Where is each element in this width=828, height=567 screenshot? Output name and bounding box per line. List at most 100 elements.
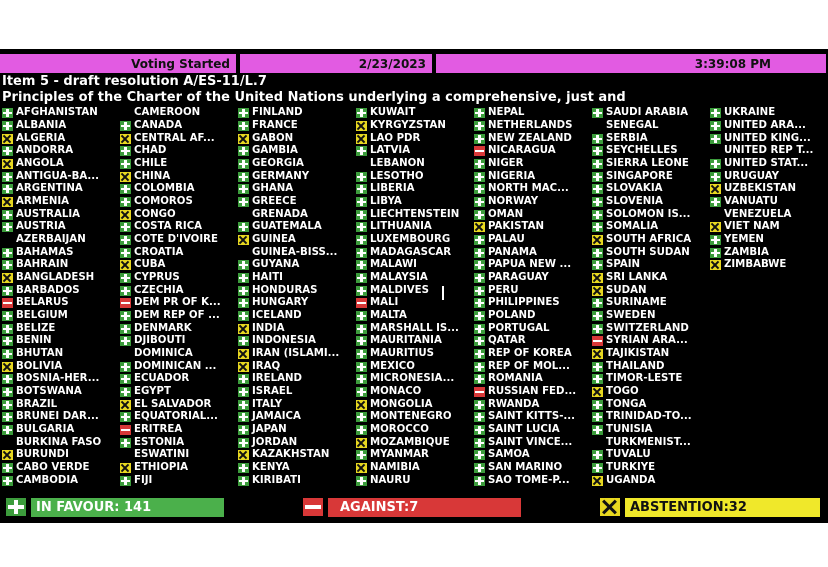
in-favour-icon: [2, 171, 13, 182]
country-name: SOUTH AFRICA: [606, 234, 692, 246]
no-vote-icon: [120, 108, 131, 118]
country-row: LIBYA: [356, 196, 474, 209]
country-name: SOMALIA: [606, 221, 659, 233]
country-row: SENEGAL: [592, 120, 710, 133]
country-name: BURKINA FASO: [16, 436, 102, 448]
country-name: SYRIAN ARA...: [606, 335, 688, 347]
country-row: BOSNIA-HER...: [2, 373, 120, 386]
country-name: BRUNEI DAR...: [16, 411, 99, 423]
in-favour-icon: [2, 247, 13, 258]
country-name: MALI: [370, 297, 399, 309]
in-favour-icon: [238, 146, 249, 157]
in-favour-icon: [2, 463, 13, 474]
in-favour-icon: [2, 108, 13, 119]
country-name: COLOMBIA: [134, 183, 195, 195]
country-name: LATVIA: [370, 145, 411, 157]
country-name: PORTUGAL: [488, 322, 550, 334]
country-row: REP OF MOL...: [474, 360, 592, 373]
in-favour-icon: [2, 121, 13, 131]
country-row: MALAWI: [356, 259, 474, 272]
in-favour-icon: [356, 171, 367, 182]
country-name: UZBEKISTAN: [724, 183, 796, 195]
in-favour-icon: [238, 222, 249, 233]
country-name: CHILE: [134, 158, 168, 170]
country-row: DOMINICA: [120, 348, 238, 361]
country-name: DEM REP OF ...: [134, 310, 220, 322]
country-row: BHUTAN: [2, 348, 120, 361]
country-name: BELGIUM: [16, 310, 68, 322]
country-name: CUBA: [134, 259, 166, 271]
country-row: CANADA: [120, 120, 238, 133]
country-name: BANGLADESH: [16, 272, 95, 284]
in-favour-icon: [120, 387, 131, 398]
country-name: GERMANY: [252, 170, 310, 182]
country-name: ANGOLA: [16, 158, 64, 170]
in-favour-icon: [474, 374, 485, 385]
country-name: UNITED ARA...: [724, 120, 806, 131]
in-favour-icon: [474, 133, 485, 144]
country-row: SAUDI ARABIA: [592, 107, 710, 120]
country-name: COSTA RICA: [134, 221, 203, 233]
no-vote-icon: [238, 248, 249, 258]
country-column: AFGHANISTAN ALBANIA ALGERIA ANDORRA ANGOLA AN…: [2, 107, 120, 487]
no-vote-icon: [2, 235, 13, 245]
in-favour-icon: [120, 285, 131, 296]
country-row: CROATIA: [120, 246, 238, 259]
country-name: MEXICO: [370, 360, 415, 372]
country-name: TONGA: [606, 398, 647, 410]
abstention-icon: [2, 361, 13, 372]
abstention-icon: [356, 463, 367, 474]
item-title: Item 5 - draft resolution A/ES-11/L.7: [2, 74, 267, 89]
country-row: TONGA: [592, 398, 710, 411]
country-name: MOZAMBIQUE: [370, 436, 450, 448]
in-favour-icon: [120, 222, 131, 233]
country-name: REP OF KOREA: [488, 348, 572, 360]
country-row: CYPRUS: [120, 272, 238, 285]
country-row: THAILAND: [592, 360, 710, 373]
country-name: PALAU: [488, 234, 525, 246]
country-row: CABO VERDE: [2, 462, 120, 475]
country-name: MADAGASCAR: [370, 246, 452, 258]
country-row: MOROCCO: [356, 424, 474, 437]
country-name: SENEGAL: [606, 120, 659, 131]
country-name: DJIBOUTI: [134, 335, 186, 347]
in-favour-icon: [592, 222, 603, 233]
in-favour-icon: [238, 336, 249, 347]
in-favour-icon: [474, 247, 485, 258]
against-icon: [592, 336, 603, 347]
country-name: SAUDI ARABIA: [606, 107, 689, 119]
country-row: FRANCE: [238, 120, 356, 133]
country-row: JORDAN: [238, 436, 356, 449]
country-name: KIRIBATI: [252, 474, 301, 486]
country-row: SOUTH SUDAN: [592, 246, 710, 259]
in-favour-icon: [474, 399, 485, 410]
country-row: GUINEA: [238, 234, 356, 247]
country-row: TRINIDAD-TO...: [592, 411, 710, 424]
in-favour-label: IN FAVOUR: 141: [31, 497, 224, 517]
in-favour-icon: [592, 247, 603, 258]
country-row: PARAGUAY: [474, 272, 592, 285]
country-row: BELARUS: [2, 297, 120, 310]
country-name: SAINT LUCIA: [488, 424, 560, 436]
country-row: ICELAND: [238, 310, 356, 323]
country-row: HAITI: [238, 272, 356, 285]
country-name: KENYA: [252, 462, 290, 474]
in-favour-icon: [474, 121, 485, 131]
country-row: GUINEA-BISS...: [238, 246, 356, 259]
country-row: ANTIGUA-BA...: [2, 170, 120, 183]
country-name: GUINEA-BISS...: [252, 246, 338, 258]
country-row: VANUATU: [710, 196, 828, 209]
country-row: TÜRKIYE: [592, 462, 710, 475]
country-row: MARSHALL IS...: [356, 322, 474, 335]
country-name: SWEDEN: [606, 310, 656, 322]
in-favour-icon: [592, 361, 603, 372]
in-favour-icon: [592, 311, 603, 322]
country-name: NAMIBIA: [370, 462, 420, 474]
country-row: BOTSWANA: [2, 386, 120, 399]
country-row: AUSTRALIA: [2, 208, 120, 221]
country-name: BULGARIA: [16, 424, 75, 436]
country-name: BOLIVIA: [16, 360, 63, 372]
country-name: LAO PDR: [370, 132, 421, 144]
abstention-label: ABSTENTION:32: [625, 497, 820, 517]
country-row: PHILIPPINES: [474, 297, 592, 310]
